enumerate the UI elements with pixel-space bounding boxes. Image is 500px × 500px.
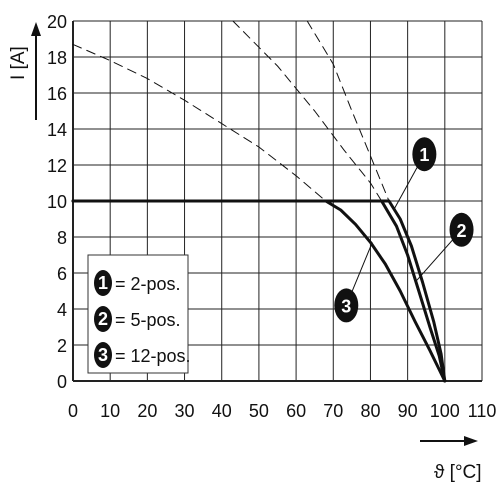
y-tick-label: 8 — [57, 228, 67, 248]
callout-number: 1 — [419, 145, 429, 165]
dashed-curve-2 — [232, 20, 383, 202]
legend-text: = 5-pos. — [115, 310, 181, 330]
legend-badge-3 — [94, 342, 112, 368]
tick-labels: 0 10 20 30 40 50 60 70 80 90 100 110024681012141618… — [47, 12, 496, 421]
y-tick-label: 6 — [57, 264, 67, 284]
callout-badge-1 — [412, 137, 437, 172]
curve-2 — [71, 199, 447, 383]
x-axis-arrow-head — [464, 436, 478, 446]
x-tick-label: 90 — [398, 401, 418, 421]
x-tick-label: 20 — [137, 401, 157, 421]
legend-badge-number: 1 — [98, 273, 108, 293]
legend-text: = 2-pos. — [115, 274, 181, 294]
x-tick-label: 50 — [249, 401, 269, 421]
legend: 1 = 2-pos. 2 = 5-pos. 3 = 12-pos. — [87, 254, 191, 374]
x-tick-label: 30 — [175, 401, 195, 421]
axes: I [A] ϑ [°C] — [8, 22, 482, 483]
curve-callouts: 1 2 3 — [334, 137, 474, 323]
x-tick-label: 100 — [430, 401, 460, 421]
x-tick-label: 40 — [212, 401, 232, 421]
callout-badge-2 — [449, 212, 474, 247]
x-tick-label: 70 — [323, 401, 343, 421]
y-axis-arrow-head — [31, 22, 41, 36]
callout-badge-3 — [334, 288, 359, 323]
legend-text: = 12-pos. — [115, 346, 191, 366]
y-tick-label: 16 — [47, 84, 67, 104]
y-tick-label: 4 — [57, 300, 67, 320]
curve-3 — [71, 199, 447, 383]
y-tick-label: 12 — [47, 156, 67, 176]
legend-badge-number: 3 — [98, 345, 108, 365]
x-tick-label: 10 — [100, 401, 120, 421]
y-tick-label: 10 — [47, 192, 67, 212]
y-tick-label: 18 — [47, 48, 67, 68]
y-axis-label: I [A] — [8, 46, 29, 80]
curves — [71, 20, 447, 383]
y-tick-label: 2 — [57, 336, 67, 356]
y-tick-label: 0 — [57, 372, 67, 392]
callout-number: 2 — [457, 221, 467, 241]
legend-badge-2 — [94, 306, 112, 332]
dashed-curve-3 — [72, 43, 327, 202]
y-tick-label: 20 — [47, 12, 67, 32]
x-tick-label: 60 — [286, 401, 306, 421]
x-axis-label: ϑ [°C] — [434, 462, 482, 483]
x-tick-label: 110 — [468, 401, 497, 421]
x-tick-label: 80 — [360, 401, 380, 421]
y-tick-label: 14 — [47, 120, 67, 140]
callout-number: 3 — [341, 296, 351, 316]
curve-1 — [71, 199, 447, 383]
x-tick-label: 0 — [68, 401, 78, 421]
legend-badge-number: 2 — [98, 309, 108, 329]
legend-badge-1 — [94, 270, 112, 296]
dashed-curve-1 — [306, 20, 390, 202]
